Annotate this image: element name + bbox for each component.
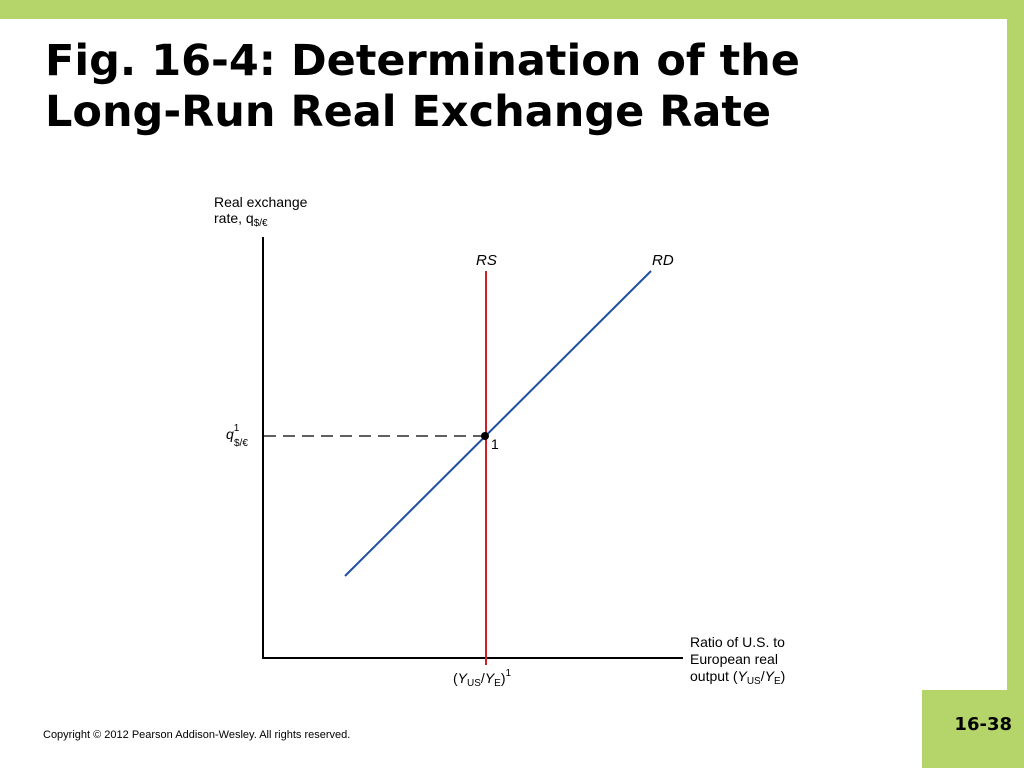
q-tick-label: q1 (226, 423, 240, 442)
title-line-2: Long-Run Real Exchange Rate (45, 87, 772, 137)
equilibrium-label: 1 (491, 436, 499, 452)
q-tick-subscript: $/€ (234, 438, 248, 449)
x-axis-label-line-1: Ratio of U.S. to (690, 634, 785, 650)
equilibrium-point (481, 432, 489, 440)
right-frame-bar (1007, 0, 1024, 768)
x-axis-label-line-2: European real (690, 651, 778, 667)
title-line-1: Fig. 16-4: Determination of the (45, 36, 800, 86)
copyright-notice: Copyright © 2012 Pearson Addison-Wesley.… (43, 729, 351, 741)
y-axis-label-line-1: Real exchange (214, 194, 308, 210)
y-axis-label-line-2: rate, q$/€ (214, 210, 268, 229)
page-number: 16-38 (954, 714, 1012, 735)
x-axis-label-line-3: output (YUS/YE) (690, 668, 785, 687)
page-number-box: 16-38 (922, 690, 1024, 768)
rd-curve (344, 270, 652, 577)
rd-label: RD (652, 252, 674, 269)
x-tick-label: (YUS/YE)1 (453, 668, 512, 689)
rs-label: RS (476, 252, 497, 269)
top-frame-bar (0, 0, 1024, 19)
slide-title: Fig. 16-4: Determination of the Long-Run… (45, 36, 905, 138)
